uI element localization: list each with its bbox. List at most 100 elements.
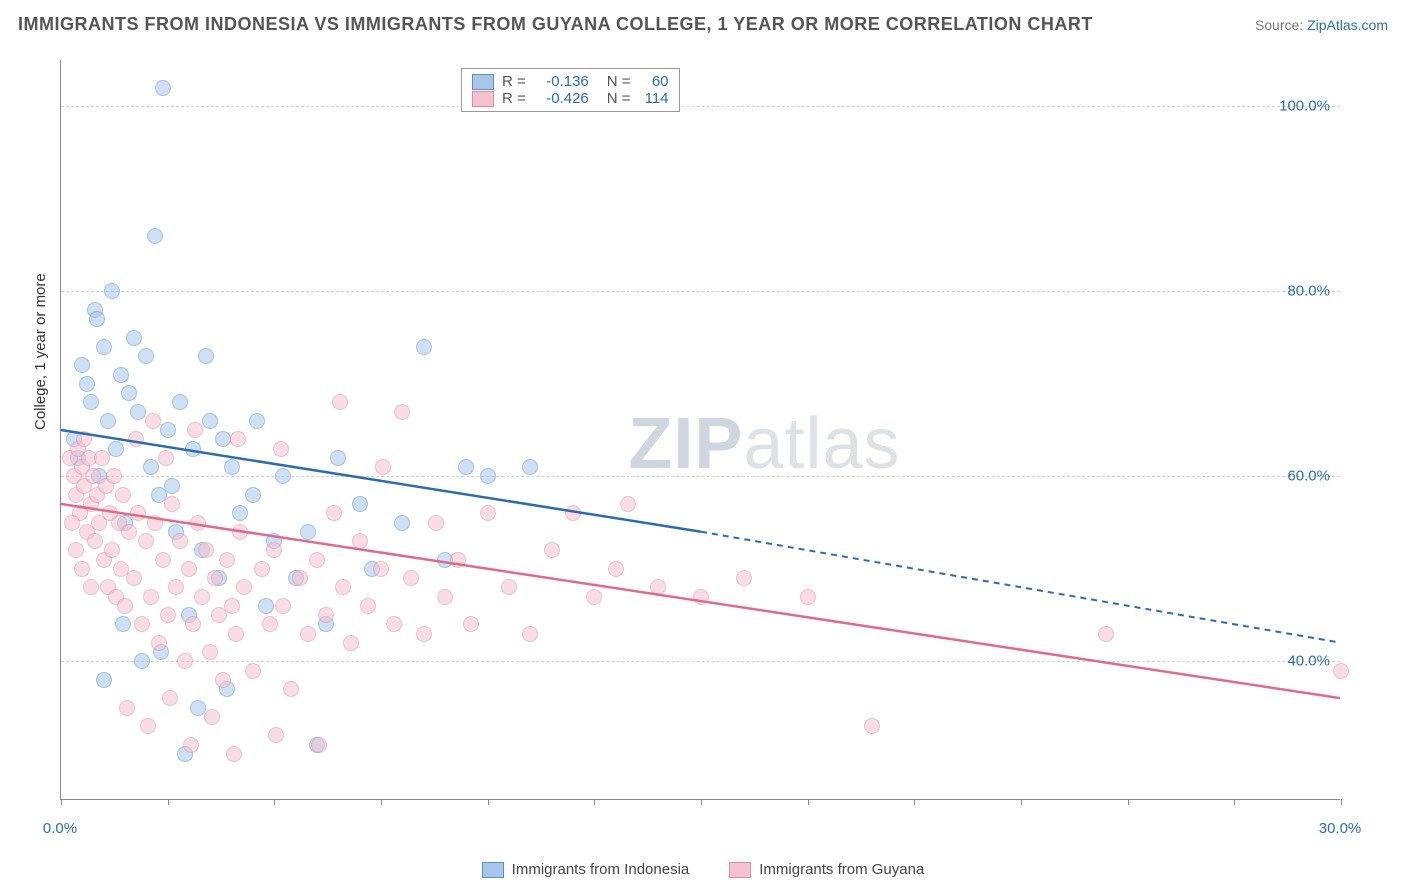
chart-title: IMMIGRANTS FROM INDONESIA VS IMMIGRANTS … (18, 14, 1093, 35)
watermark: ZIPatlas (628, 403, 900, 485)
scatter-point (202, 644, 218, 660)
scatter-point (79, 376, 95, 392)
scatter-point (74, 357, 90, 373)
y-tick-label: 40.0% (1287, 653, 1330, 670)
correlation-legend: R =-0.136N =60R =-0.426N =114 (461, 68, 680, 112)
scatter-point (373, 561, 389, 577)
legend-row: R =-0.426N =114 (472, 90, 669, 107)
x-tick (594, 799, 595, 805)
scatter-point (480, 505, 496, 521)
source-link[interactable]: ZipAtlas.com (1307, 17, 1388, 33)
bottom-legend-item: Immigrants from Indonesia (482, 861, 690, 878)
scatter-point (236, 579, 252, 595)
scatter-point (311, 737, 327, 753)
scatter-point (693, 589, 709, 605)
trend-lines (61, 60, 1340, 799)
x-tick (1234, 799, 1235, 805)
source-prefix: Source: (1255, 17, 1307, 33)
scatter-point (76, 431, 92, 447)
scatter-point (183, 737, 199, 753)
legend-swatch (482, 862, 504, 878)
scatter-point (416, 339, 432, 355)
scatter-point (360, 598, 376, 614)
scatter-point (800, 589, 816, 605)
bottom-legend-item: Immigrants from Guyana (729, 861, 924, 878)
scatter-point (126, 570, 142, 586)
scatter-point (335, 579, 351, 595)
scatter-point (128, 431, 144, 447)
legend-r-value: -0.426 (534, 90, 589, 107)
scatter-point (96, 672, 112, 688)
scatter-point (143, 589, 159, 605)
scatter-point (117, 598, 133, 614)
scatter-point (204, 709, 220, 725)
scatter-point (185, 616, 201, 632)
scatter-point (134, 616, 150, 632)
scatter-point (215, 431, 231, 447)
scatter-point (332, 394, 348, 410)
scatter-point (83, 394, 99, 410)
scatter-point (565, 505, 581, 521)
scatter-point (1098, 626, 1114, 642)
scatter-point (620, 496, 636, 512)
gridline (61, 106, 1340, 107)
scatter-point (437, 589, 453, 605)
scatter-point (108, 441, 124, 457)
scatter-point (1333, 663, 1349, 679)
scatter-point (318, 607, 334, 623)
scatter-point (245, 663, 261, 679)
scatter-point (87, 533, 103, 549)
y-tick-label: 80.0% (1287, 283, 1330, 300)
scatter-point (190, 515, 206, 531)
scatter-point (202, 413, 218, 429)
scatter-point (115, 487, 131, 503)
scatter-point (394, 515, 410, 531)
scatter-point (386, 616, 402, 632)
scatter-point (326, 505, 342, 521)
scatter-point (275, 598, 291, 614)
scatter-point (147, 515, 163, 531)
scatter-point (104, 283, 120, 299)
scatter-point (130, 505, 146, 521)
x-tick (914, 799, 915, 805)
scatter-point (126, 330, 142, 346)
scatter-point (83, 579, 99, 595)
scatter-point (104, 542, 120, 558)
x-tick (701, 799, 702, 805)
scatter-point (428, 515, 444, 531)
scatter-point (207, 570, 223, 586)
legend-r-label: R = (502, 73, 526, 90)
scatter-point (544, 542, 560, 558)
scatter-point (164, 478, 180, 494)
scatter-point (138, 533, 154, 549)
scatter-point (68, 542, 84, 558)
scatter-point (106, 468, 122, 484)
scatter-point (172, 533, 188, 549)
scatter-point (158, 450, 174, 466)
scatter-point (736, 570, 752, 586)
scatter-point (300, 626, 316, 642)
x-tick (1021, 799, 1022, 805)
scatter-point (266, 542, 282, 558)
scatter-point (226, 746, 242, 762)
x-tick (381, 799, 382, 805)
scatter-point (416, 626, 432, 642)
scatter-point (130, 404, 146, 420)
legend-swatch (472, 74, 494, 90)
scatter-point (254, 561, 270, 577)
scatter-point (330, 450, 346, 466)
scatter-point (147, 228, 163, 244)
scatter-point (501, 579, 517, 595)
scatter-point (215, 672, 231, 688)
scatter-point (115, 616, 131, 632)
x-tick-label: 0.0% (43, 820, 77, 837)
gridline (61, 291, 1340, 292)
scatter-point (177, 653, 193, 669)
scatter-point (450, 552, 466, 568)
scatter-point (458, 459, 474, 475)
scatter-point (232, 505, 248, 521)
x-tick (1341, 799, 1342, 805)
scatter-point (343, 635, 359, 651)
scatter-point (181, 561, 197, 577)
scatter-point (245, 487, 261, 503)
